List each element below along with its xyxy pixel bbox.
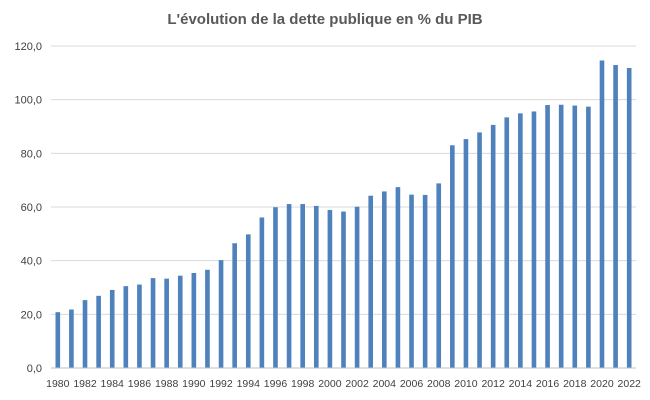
x-tick-label: 1994: [237, 378, 261, 390]
gridlines: [51, 45, 636, 315]
bar-1994: [245, 234, 251, 368]
chart-title: L'évolution de la dette publique en % du…: [167, 11, 482, 28]
bar-1980: [55, 312, 61, 368]
bar-2007: [422, 194, 428, 368]
bar-2019: [586, 106, 591, 368]
x-tick-label: 1982: [73, 378, 97, 390]
x-tick-label: 1996: [264, 378, 288, 390]
y-tick-label: 60,0: [21, 202, 42, 214]
bar-2017: [558, 104, 564, 368]
y-tick-label: 120,0: [14, 41, 42, 53]
x-tick-label: 2020: [590, 378, 614, 390]
bar-2013: [504, 117, 510, 368]
bar-1985: [123, 286, 129, 368]
x-tick-label: 1990: [182, 378, 206, 390]
y-tick-label: 80,0: [21, 148, 42, 160]
bar-2016: [545, 105, 550, 369]
bar-2010: [463, 139, 469, 368]
bar-2000: [327, 209, 333, 368]
x-tick-label: 2022: [618, 378, 642, 390]
bar-1996: [273, 207, 278, 368]
bar-2011: [477, 132, 482, 368]
bar-2014: [518, 113, 523, 368]
bar-1982: [82, 300, 88, 368]
bar-2020: [599, 60, 605, 369]
bar-1992: [218, 260, 224, 368]
bar-2012: [490, 124, 496, 368]
y-tick-label: 20,0: [21, 309, 42, 321]
x-tick-label: 2012: [481, 378, 505, 390]
bar-2006: [409, 194, 414, 368]
bar-2015: [531, 111, 537, 369]
x-tick-label: 2004: [373, 378, 397, 390]
bar-1999: [313, 205, 319, 368]
bar-1987: [150, 278, 156, 368]
y-tick-label: 100,0: [14, 95, 42, 107]
bar-2002: [354, 206, 360, 368]
bar-1993: [232, 243, 237, 368]
bar-1983: [96, 295, 101, 368]
bar-1988: [164, 278, 169, 368]
y-axis-ticks: 0,0 20,0 40,0 60,0 80,0 100,0 120,0: [14, 41, 42, 375]
y-tick-label: 0,0: [27, 363, 42, 375]
x-tick-label: 2014: [509, 378, 533, 390]
bar-2022: [626, 68, 632, 369]
bar-1986: [137, 284, 142, 368]
x-tick-label: 1984: [101, 378, 125, 390]
x-tick-label: 1998: [291, 378, 315, 390]
bar-1997: [286, 204, 292, 368]
bar-2001: [341, 211, 346, 368]
bar-1990: [191, 273, 197, 368]
bar-2003: [368, 195, 374, 368]
x-tick-label: 1980: [46, 378, 70, 390]
x-tick-label: 2006: [400, 378, 424, 390]
bar-1984: [109, 289, 115, 368]
x-tick-label: 1988: [155, 378, 179, 390]
bar-1981: [69, 309, 74, 368]
y-tick-label: 40,0: [21, 256, 42, 268]
bar-1998: [300, 204, 305, 368]
x-tick-label: 2018: [563, 378, 587, 390]
x-tick-label: 2016: [536, 378, 560, 390]
bar-2005: [395, 187, 401, 368]
x-tick-label: 2000: [318, 378, 342, 390]
x-tick-label: 2002: [345, 378, 369, 390]
bar-2018: [572, 105, 578, 368]
bar-1995: [259, 217, 265, 368]
bar-2021: [613, 65, 618, 368]
x-tick-label: 1986: [128, 378, 152, 390]
x-tick-label: 2010: [454, 378, 478, 390]
bar-2004: [382, 191, 387, 368]
bar-1991: [205, 269, 210, 368]
bar-1989: [177, 275, 183, 368]
x-axis-ticks: 1980 1982 1984 1986 1988 1990 1992 1994 1996 1998…: [46, 378, 641, 390]
bars: [55, 60, 632, 369]
x-tick-label: 2008: [427, 378, 451, 390]
x-tick-label: 1992: [209, 378, 233, 390]
bar-2009: [450, 145, 455, 368]
bar-2008: [436, 183, 442, 368]
